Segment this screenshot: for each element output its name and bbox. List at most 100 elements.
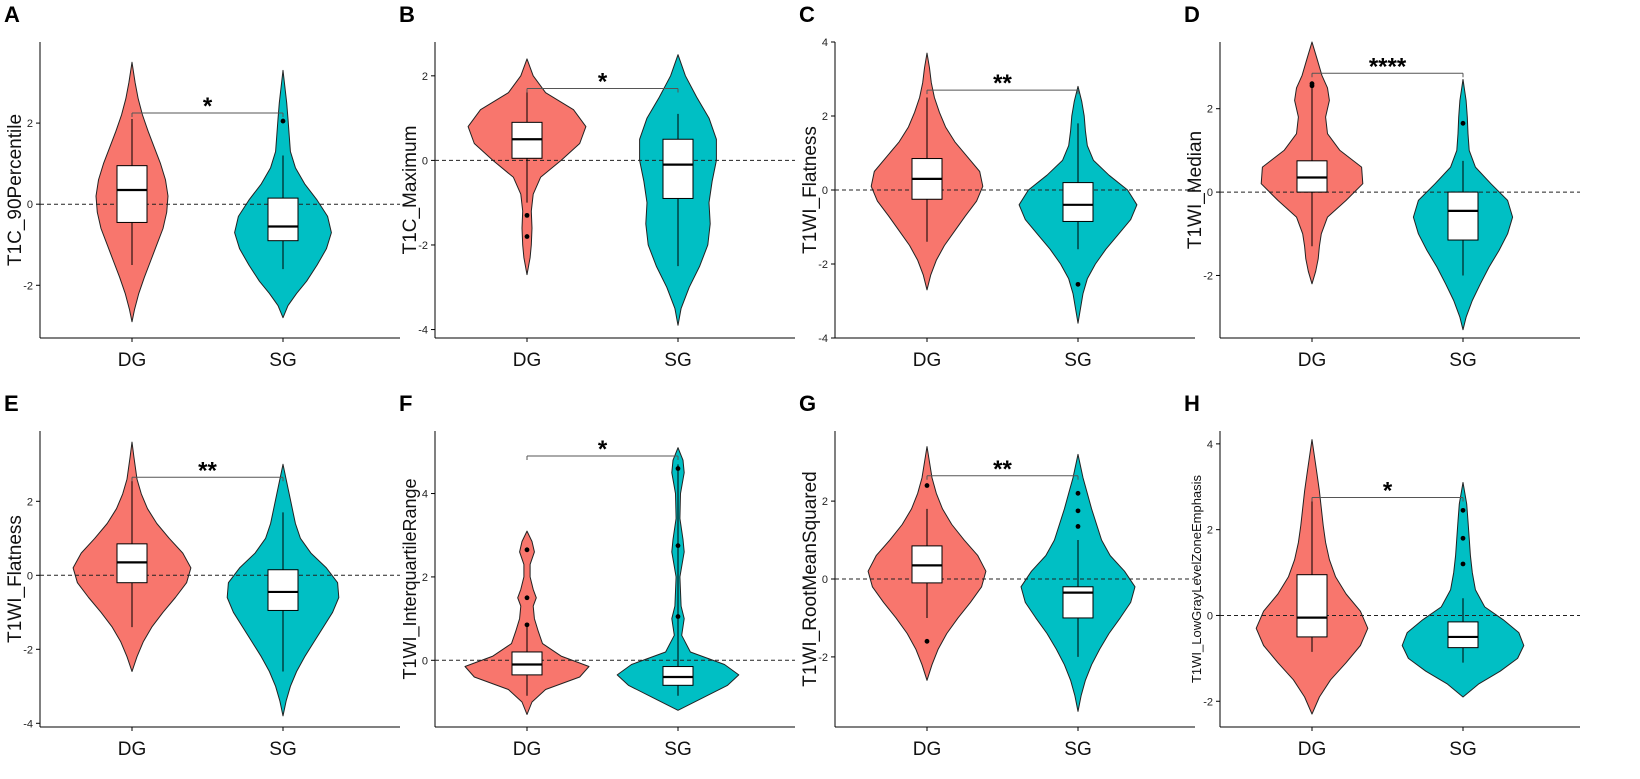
y-tick-label: -4 [418, 325, 428, 337]
x-category-label: DG [1298, 739, 1327, 760]
violin-chart-c: C T1WI_Flatness -4 -2 0 2 4 DG SG ** [799, 2, 1195, 371]
y-axis-label: T1WI_Median [1185, 131, 1206, 249]
y-tick-label: -2 [1203, 270, 1213, 282]
panel-e: E T1WI_Flatness -4 -2 0 2 DG SG ** [0, 389, 410, 778]
y-axis-label: T1C_90Percentile [5, 114, 26, 266]
panel-c: C T1WI_Flatness -4 -2 0 2 4 DG SG ** [795, 0, 1205, 389]
panel-letter: A [4, 2, 20, 27]
outlier-point [280, 118, 286, 124]
x-category-label: DG [513, 739, 542, 760]
violin-chart-h: H T1WI_LowGrayLevelZoneEmphasis -2 0 2 4 DG SG * [1184, 391, 1580, 760]
violin-chart-b: B T1C_Maximum -4 -2 0 2 DG SG * [399, 2, 795, 371]
y-tick-label: 0 [422, 155, 428, 167]
outlier-point [675, 543, 681, 549]
box-sg [1062, 586, 1094, 619]
y-tick-label: 0 [27, 199, 33, 211]
panel-letter: H [1184, 391, 1200, 416]
panel-d: D T1WI_Median -2 0 2 DG SG **** [1180, 0, 1590, 389]
y-tick-label: 0 [1207, 610, 1213, 622]
y-tick-label: 4 [1207, 439, 1213, 451]
y-tick-label: 2 [422, 71, 428, 83]
x-category-label: DG [913, 350, 942, 371]
y-tick-label: -2 [418, 240, 428, 252]
violin-sg [1401, 482, 1525, 698]
y-tick-label: 4 [422, 489, 428, 501]
significance-label: * [598, 69, 608, 96]
panel-letter: D [1184, 2, 1200, 27]
violin-chart-e: E T1WI_Flatness -4 -2 0 2 DG SG ** [4, 391, 400, 760]
box-sg [1447, 621, 1479, 649]
violin-chart-f: F T1WI_InterquartileRange 0 2 4 DG SG * [399, 391, 795, 760]
x-category-label: DG [1298, 350, 1327, 371]
y-axis-label: T1C_Maximum [400, 126, 421, 255]
panel-a: A T1C_90Percentile -2 0 2 DG SG * [0, 0, 410, 389]
outlier-point [924, 483, 930, 488]
outlier-point [1075, 490, 1081, 496]
panel-letter: E [4, 391, 19, 416]
outlier-point [524, 595, 530, 601]
significance-label: * [598, 436, 608, 463]
x-category-label: DG [913, 739, 942, 760]
x-category-label: SG [664, 350, 691, 371]
y-axis-label: T1WI_Flatness [800, 126, 821, 254]
x-category-label: DG [118, 350, 147, 371]
y-tick-label: -2 [23, 280, 33, 292]
outlier-point [524, 547, 530, 553]
violin-chart-a: A T1C_90Percentile -2 0 2 DG SG * [4, 2, 400, 371]
significance-label: **** [1369, 53, 1407, 80]
box-sg [267, 569, 299, 611]
significance-label: ** [993, 70, 1012, 97]
y-tick-label: 0 [27, 570, 33, 582]
significance-label: ** [993, 456, 1012, 483]
x-category-label: SG [269, 739, 296, 760]
outlier-point [1309, 81, 1315, 87]
outlier-point [1460, 120, 1466, 126]
panel-f: F T1WI_InterquartileRange 0 2 4 DG SG * [395, 389, 805, 778]
y-tick-label: 2 [822, 496, 828, 508]
outlier-point [1460, 561, 1466, 567]
box-sg [1447, 191, 1479, 241]
panel-letter: C [799, 2, 815, 27]
y-tick-label: -2 [818, 652, 828, 664]
x-category-label: SG [664, 739, 691, 760]
box-sg [267, 197, 299, 242]
y-tick-label: -2 [818, 259, 828, 271]
significance-label: ** [198, 457, 217, 484]
violin-chart-g: G T1WI_RootMeanSquared-2 0 2 DG SG ** [799, 391, 1195, 760]
y-axis-label: T1WI_LowGrayLevelZoneEmphasis [1189, 474, 1204, 683]
outlier-point [1075, 508, 1081, 514]
panel-letter: B [399, 2, 415, 27]
panel-letter: F [399, 391, 412, 416]
panel-letter: G [799, 391, 816, 416]
box-sg [662, 138, 694, 199]
y-tick-label: 4 [822, 37, 828, 49]
y-tick-label: -2 [23, 644, 33, 656]
outlier-point [675, 614, 681, 619]
panel-g: G T1WI_RootMeanSquared -2 0 2 DG SG ** [795, 389, 1205, 778]
y-tick-label: 2 [822, 111, 828, 123]
outlier-point [1075, 281, 1081, 287]
outlier-point [524, 622, 530, 628]
y-tick-label: 2 [27, 118, 33, 130]
y-tick-label: 0 [422, 655, 428, 667]
x-category-label: SG [1064, 350, 1091, 371]
y-axis-label: T1WI_Flatness [5, 515, 26, 643]
panel-h: H T1WI_LowGrayLevelZoneEmphasis -2 0 2 4 DG SG * [1180, 389, 1590, 778]
y-tick-label: 2 [422, 572, 428, 584]
x-category-label: SG [1064, 739, 1091, 760]
y-tick-label: 0 [822, 185, 828, 197]
x-category-label: SG [1449, 739, 1476, 760]
outlier-point [675, 466, 681, 471]
y-tick-label: 2 [1207, 104, 1213, 116]
x-category-label: SG [1449, 350, 1476, 371]
x-category-label: SG [269, 350, 296, 371]
outlier-point [524, 234, 530, 239]
y-tick-label: 2 [1207, 525, 1213, 537]
x-category-label: DG [118, 739, 147, 760]
y-tick-label: -2 [1203, 696, 1213, 708]
y-tick-label: 0 [822, 574, 828, 586]
panel-b: B T1C_Maximum -4 -2 0 2 DG SG * [395, 0, 805, 389]
violin-chart-d: D T1WI_Median -2 0 2 DG SG **** [1184, 2, 1580, 371]
outlier-point [1075, 524, 1081, 529]
